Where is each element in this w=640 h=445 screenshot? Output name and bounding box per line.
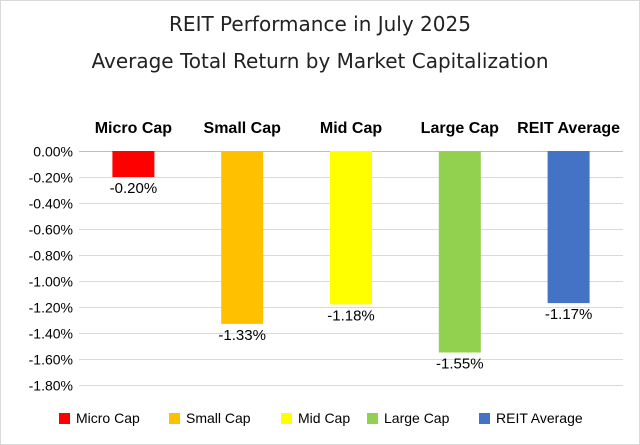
legend-swatch — [169, 413, 180, 424]
data-labels: -0.20% -1.33% -1.18% -1.55% -1.17% — [110, 180, 593, 373]
category-labels: Micro Cap Small Cap Mid Cap Large Cap REIT A… — [95, 120, 620, 137]
bar-small-cap — [221, 151, 264, 324]
y-tick-label: -0.80% — [29, 248, 73, 264]
y-tick-label: -1.40% — [29, 326, 73, 342]
category-label: Micro Cap — [95, 120, 173, 137]
legend-label: REIT Average — [496, 410, 583, 426]
data-label: -1.17% — [545, 306, 593, 323]
chart-title: REIT Performance in July 2025 Average Tot… — [91, 12, 548, 73]
y-tick-label: -1.60% — [29, 352, 73, 368]
bar-large-cap — [438, 151, 481, 353]
legend-swatch — [367, 413, 378, 424]
y-tick-label: -0.40% — [29, 196, 73, 212]
data-label: -1.33% — [218, 327, 266, 344]
legend-label: Micro Cap — [76, 410, 140, 426]
data-label: -1.18% — [327, 307, 375, 324]
bars — [112, 151, 590, 353]
legend-swatch — [59, 413, 70, 424]
category-label: Small Cap — [204, 120, 282, 137]
bar-micro-cap — [112, 151, 155, 177]
category-label: Large Cap — [421, 120, 499, 137]
legend-swatch — [479, 413, 490, 424]
chart-title-line-2: Average Total Return by Market Capitaliz… — [91, 49, 548, 73]
data-label: -1.55% — [436, 356, 484, 373]
legend-label: Mid Cap — [298, 410, 350, 426]
y-tick-label: -1.00% — [29, 274, 73, 290]
legend: Micro Cap Small Cap Mid Cap Large Cap REIT A… — [59, 410, 583, 426]
chart-title-line-1: REIT Performance in July 2025 — [169, 12, 471, 36]
legend-label: Small Cap — [186, 410, 251, 426]
legend-label: Large Cap — [384, 410, 450, 426]
y-tick-label: -1.20% — [29, 300, 73, 316]
bar-mid-cap — [330, 151, 372, 305]
y-tick-label: 0.00% — [33, 144, 73, 160]
y-tick-label: -0.20% — [29, 170, 73, 186]
y-tick-label: -1.80% — [29, 378, 73, 394]
category-label: Mid Cap — [320, 120, 382, 137]
category-label: REIT Average — [517, 120, 620, 137]
legend-swatch — [281, 413, 292, 424]
data-label: -0.20% — [110, 180, 158, 197]
bar-reit-average — [547, 151, 590, 304]
y-tick-label: -0.60% — [29, 222, 73, 238]
y-axis: 0.00% -0.20% -0.40% -0.60% -0.80% -1.00% -1.20… — [29, 144, 73, 394]
